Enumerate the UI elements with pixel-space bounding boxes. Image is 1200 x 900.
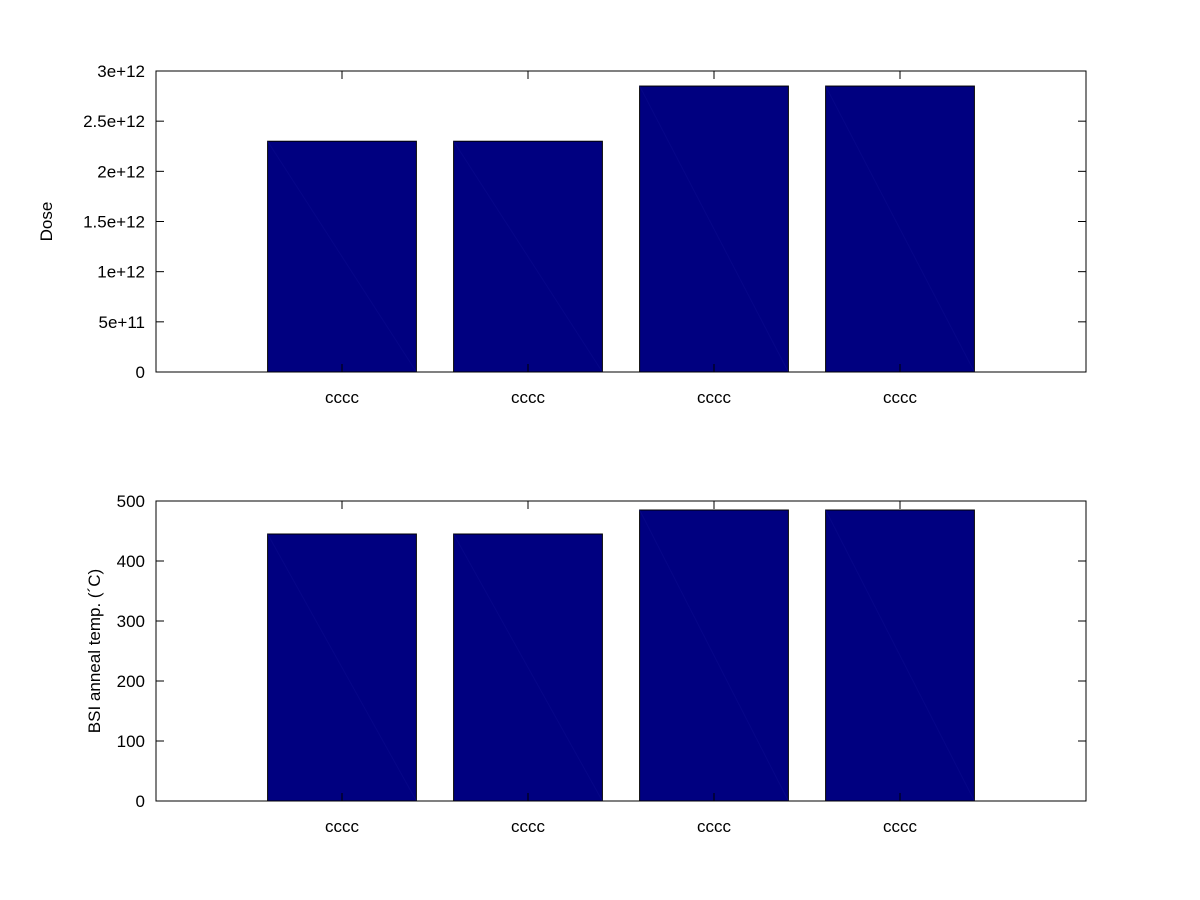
- dose-ytick-label: 2.5e+12: [83, 112, 145, 131]
- anneal-temp-xtick-label: cccc: [325, 817, 360, 836]
- dose-ytick-label: 5e+11: [99, 313, 145, 332]
- anneal-temp-xtick-label: cccc: [697, 817, 732, 836]
- dose-ytick-label: 0: [136, 363, 145, 382]
- dose-xtick-label: cccc: [697, 388, 732, 407]
- anneal-temp-xtick-label: cccc: [883, 817, 918, 836]
- anneal-temp-ytick-label: 200: [117, 672, 145, 691]
- dose-panel: 0 5e+11 1e+12 1.5e+12 2e+12 2.5e+12 3e+12 cccc c…: [37, 62, 1087, 407]
- dose-bar-edge-3: [639, 85, 789, 373]
- anneal-temp-ylabel: BSI anneal temp. (´C): [85, 569, 104, 733]
- dose-xtick-label: cccc: [325, 388, 360, 407]
- dose-ytick-label: 3e+12: [97, 62, 145, 81]
- dose-ytick-label: 2e+12: [97, 162, 145, 181]
- anneal-temp-bar-edge-3: [639, 509, 789, 802]
- anneal-temp-ytick-label: 500: [117, 492, 145, 511]
- anneal-temp-axes-frame: [155, 500, 1087, 802]
- dose-bar-edge-1: [267, 140, 417, 373]
- anneal-temp-ytick-label: 400: [117, 552, 145, 571]
- anneal-temp-panel: 0 100 200 300 400 500 cccc cccc cccc cccc BSI anne…: [85, 492, 1087, 836]
- anneal-temp-ytick-label: 0: [136, 792, 145, 811]
- dose-xtick-label: cccc: [511, 388, 546, 407]
- dose-bar-edge-4: [825, 85, 975, 373]
- dose-bar-edge-2: [453, 140, 603, 373]
- dose-ylabel: Dose: [37, 202, 56, 242]
- dose-xtick-label: cccc: [883, 388, 918, 407]
- dose-ytick-label: 1.5e+12: [83, 213, 145, 232]
- anneal-temp-ytick-label: 100: [117, 732, 145, 751]
- anneal-temp-bar-edge-4: [825, 509, 975, 802]
- anneal-temp-bar-edge-1: [267, 533, 417, 802]
- dose-ytick-label: 1e+12: [97, 263, 145, 282]
- anneal-temp-xtick-label: cccc: [511, 817, 546, 836]
- anneal-temp-ytick-label: 300: [117, 612, 145, 631]
- anneal-temp-bar-edge-2: [453, 533, 603, 802]
